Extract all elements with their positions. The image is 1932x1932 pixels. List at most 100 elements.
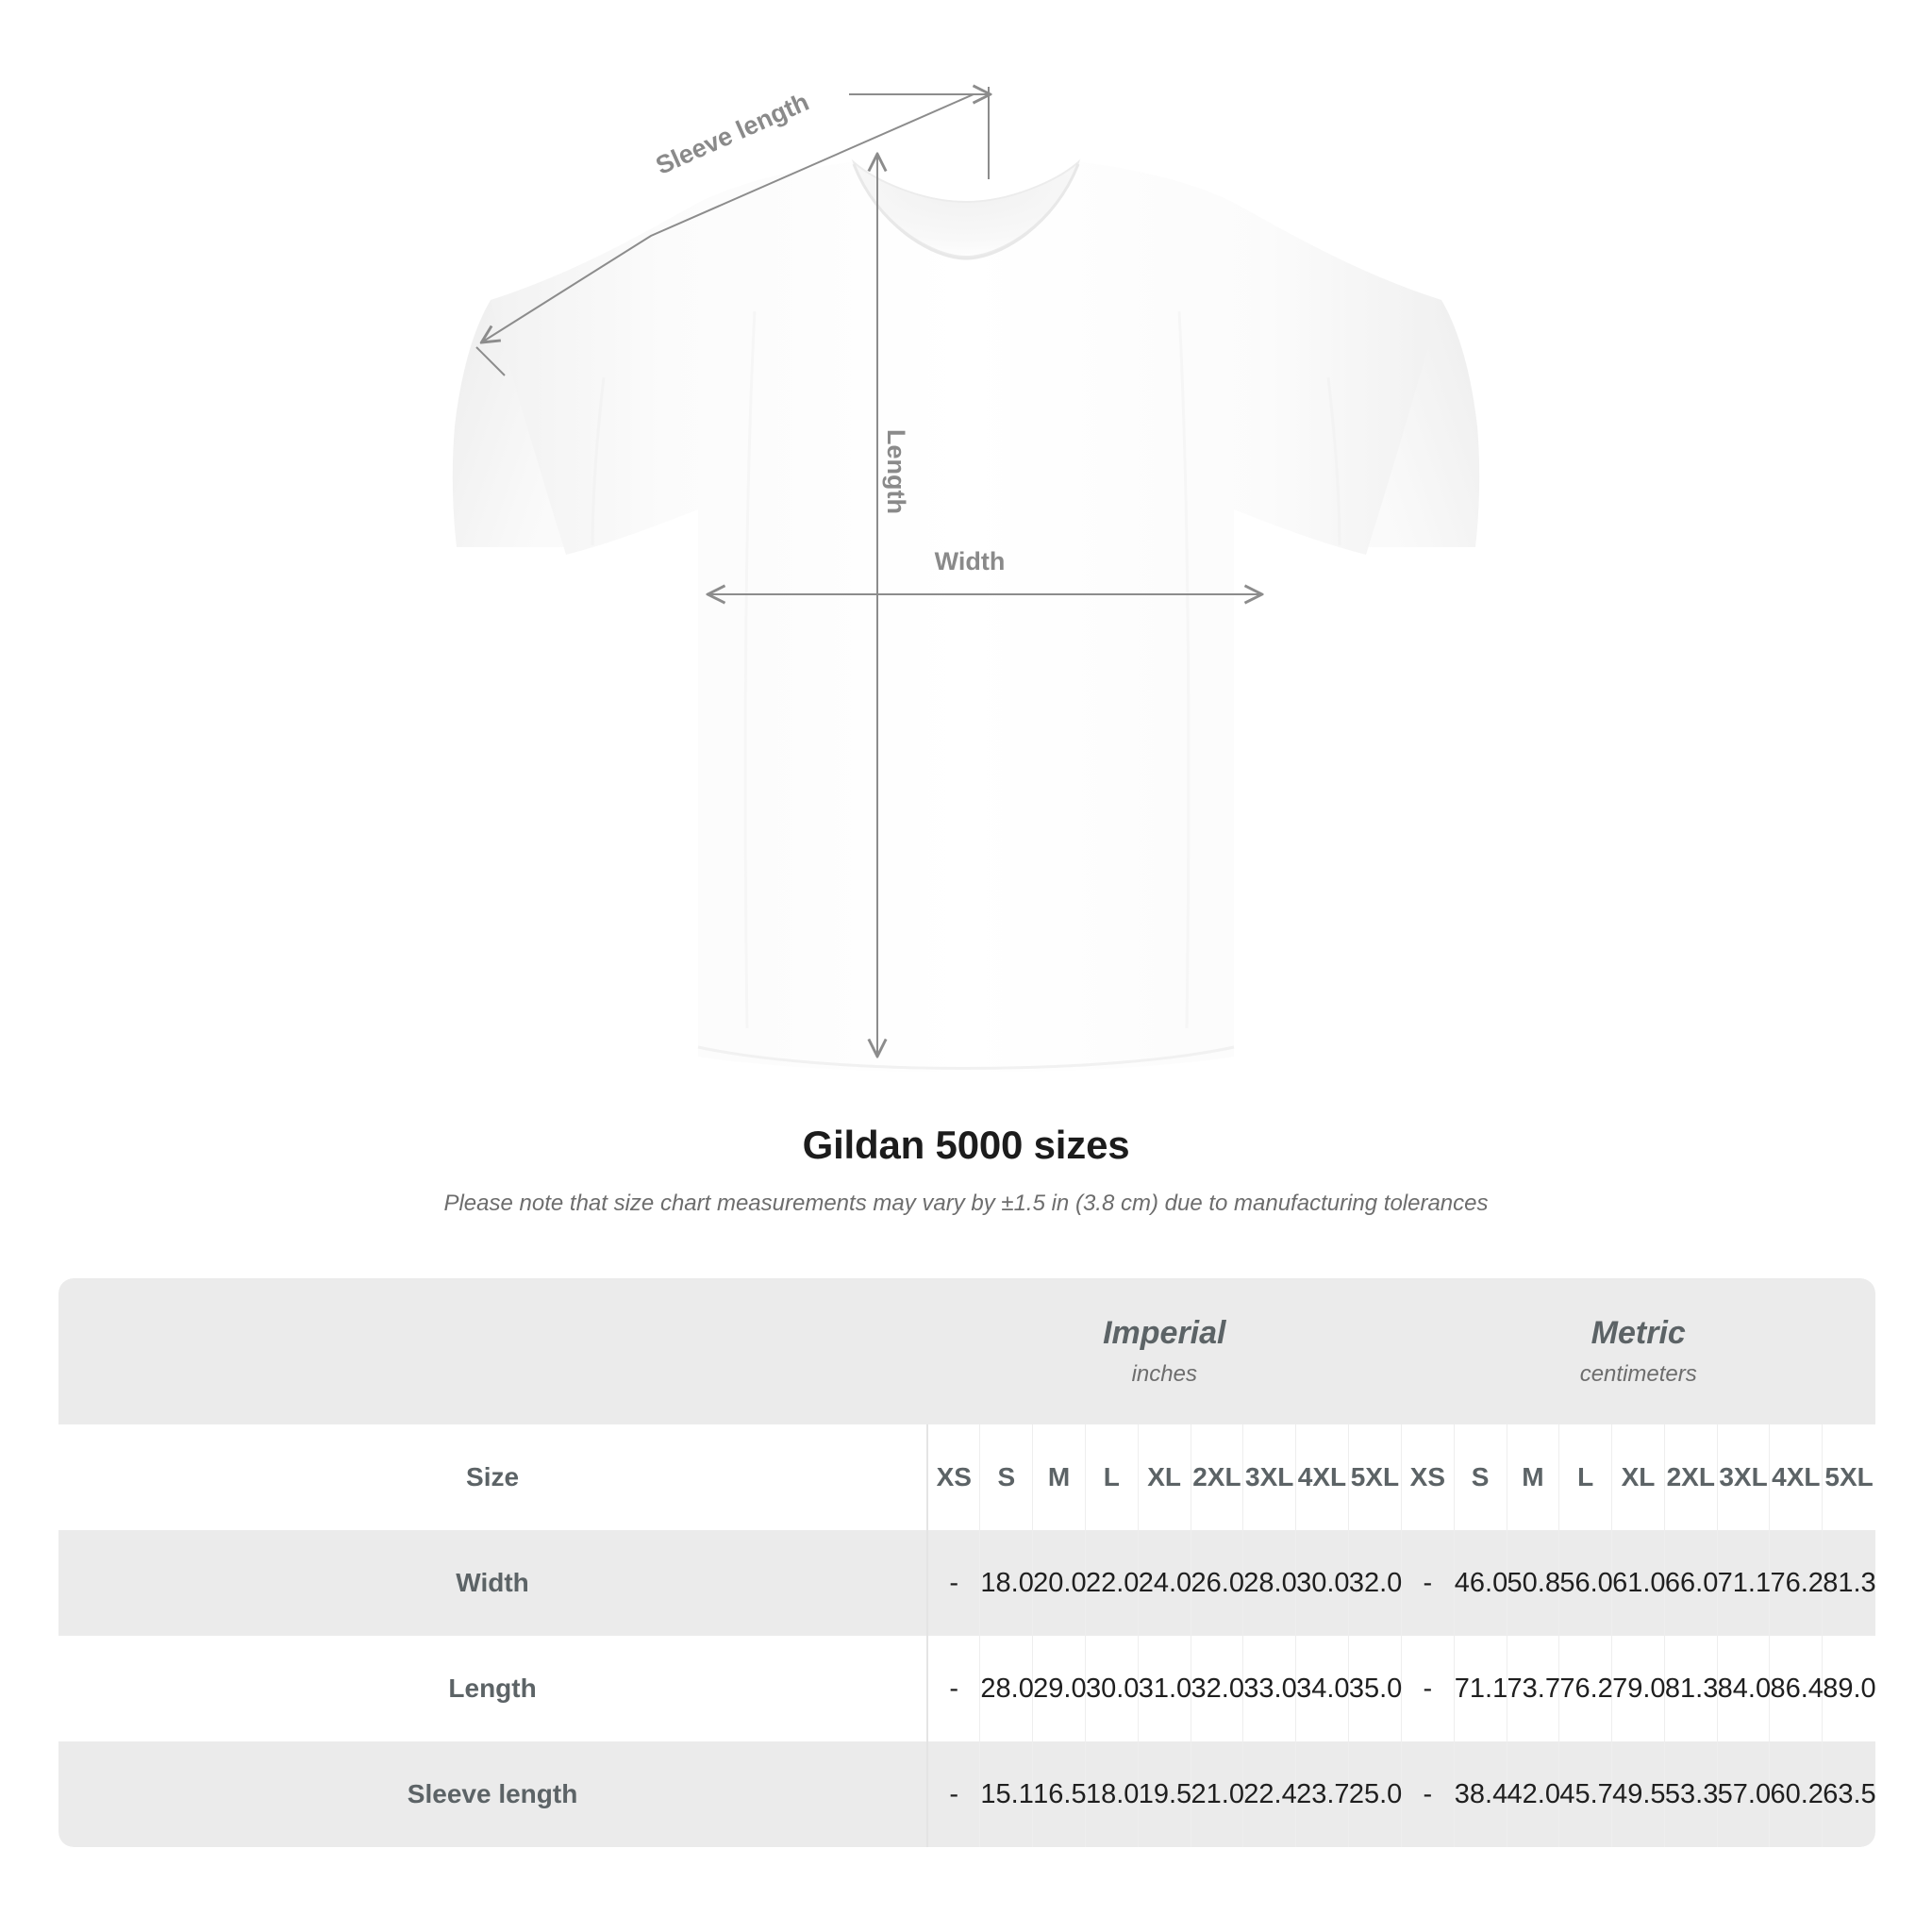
table-row: Width - 18.0 20.0 22.0 24.0 26.0 28.0 30…	[58, 1530, 1875, 1636]
cell-width-metric-3xl: 71.1	[1717, 1530, 1771, 1636]
sleeve-length-label: Sleeve length	[652, 88, 813, 180]
unit-group-metric: Metric centimeters	[1401, 1278, 1875, 1424]
size-header-imperial-3xl: 3XL	[1242, 1424, 1297, 1530]
cell-width-imperial-2xl: 26.0	[1191, 1530, 1244, 1636]
cell-sleeve-metric-2xl: 53.3	[1664, 1741, 1718, 1847]
cell-sleeve-imperial-2xl: 21.0	[1191, 1741, 1244, 1847]
size-header-imperial-5xl: 5XL	[1348, 1424, 1402, 1530]
cell-length-imperial-xs: -	[927, 1636, 981, 1741]
cell-length-imperial-m: 29.0	[1032, 1636, 1087, 1741]
size-header-metric-l: L	[1558, 1424, 1613, 1530]
cell-width-metric-xl: 61.0	[1611, 1530, 1666, 1636]
cell-sleeve-metric-xs: -	[1401, 1741, 1455, 1847]
cell-sleeve-metric-l: 45.7	[1558, 1741, 1613, 1847]
cell-width-metric-2xl: 66.0	[1664, 1530, 1718, 1636]
cell-sleeve-metric-m: 42.0	[1507, 1741, 1560, 1847]
page-title: Gildan 5000 sizes	[802, 1123, 1130, 1167]
length-label: Length	[882, 429, 910, 514]
cell-sleeve-imperial-5xl: 25.0	[1348, 1741, 1402, 1847]
cell-sleeve-imperial-m: 16.5	[1032, 1741, 1087, 1847]
tshirt-measurement-diagram: Sleeve length Length Width	[452, 0, 1480, 1073]
row-label-width: Width	[58, 1530, 929, 1636]
cell-width-imperial-s: 18.0	[979, 1530, 1034, 1636]
size-header-metric-5xl: 5XL	[1822, 1424, 1875, 1530]
cell-width-metric-5xl: 81.3	[1822, 1530, 1875, 1636]
cell-width-metric-l: 56.0	[1558, 1530, 1613, 1636]
size-header-metric-s: S	[1454, 1424, 1507, 1530]
cell-sleeve-imperial-l: 18.0	[1085, 1741, 1139, 1847]
cell-width-imperial-5xl: 32.0	[1348, 1530, 1402, 1636]
row-label-length: Length	[58, 1636, 929, 1741]
cell-sleeve-imperial-s: 15.1	[979, 1741, 1034, 1847]
cell-width-metric-4xl: 76.2	[1769, 1530, 1824, 1636]
size-header-imperial-m: M	[1032, 1424, 1086, 1530]
cell-length-metric-l: 76.2	[1558, 1636, 1613, 1741]
size-header-imperial-s: S	[979, 1424, 1034, 1530]
cell-length-imperial-2xl: 32.0	[1191, 1636, 1244, 1741]
row-label-sleeve-length: Sleeve length	[58, 1741, 929, 1847]
unit-sub-metric: centimeters	[1579, 1361, 1697, 1387]
cell-length-imperial-5xl: 35.0	[1348, 1636, 1402, 1741]
cell-length-imperial-xl: 31.0	[1138, 1636, 1191, 1741]
cell-width-metric-s: 46.0	[1454, 1530, 1507, 1636]
size-header-metric-m: M	[1507, 1424, 1560, 1530]
cell-width-imperial-l: 22.0	[1085, 1530, 1139, 1636]
size-chart-table: Imperial inches Metric centimeters Size …	[58, 1278, 1875, 1847]
tshirt-illustration	[452, 158, 1480, 1073]
unit-header-row: Imperial inches Metric centimeters	[58, 1278, 1875, 1424]
cell-sleeve-metric-xl: 49.5	[1611, 1741, 1666, 1847]
cell-sleeve-imperial-4xl: 23.7	[1295, 1741, 1350, 1847]
cell-sleeve-imperial-xl: 19.5	[1138, 1741, 1191, 1847]
cell-width-metric-m: 50.8	[1507, 1530, 1560, 1636]
cell-sleeve-metric-s: 38.4	[1454, 1741, 1507, 1847]
cell-length-metric-xs: -	[1401, 1636, 1455, 1741]
cell-width-imperial-xl: 24.0	[1138, 1530, 1191, 1636]
size-header-imperial-4xl: 4XL	[1295, 1424, 1349, 1530]
size-header-imperial-xs: XS	[927, 1424, 981, 1530]
cell-width-metric-xs: -	[1401, 1530, 1455, 1636]
cell-sleeve-imperial-3xl: 22.4	[1242, 1741, 1297, 1847]
cell-width-imperial-m: 20.0	[1032, 1530, 1087, 1636]
size-header-label: Size	[58, 1424, 929, 1530]
unit-sub-imperial: inches	[1131, 1361, 1197, 1387]
size-chart-table-container: Imperial inches Metric centimeters Size …	[58, 1278, 1875, 1847]
cell-width-imperial-xs: -	[927, 1530, 981, 1636]
tolerance-note: Please note that size chart measurements…	[443, 1191, 1489, 1217]
unit-name-imperial: Imperial	[1103, 1314, 1226, 1351]
cell-sleeve-metric-5xl: 63.5	[1822, 1741, 1875, 1847]
unit-name-metric: Metric	[1591, 1314, 1686, 1351]
cell-length-imperial-4xl: 34.0	[1295, 1636, 1350, 1741]
cell-length-metric-3xl: 84.0	[1717, 1636, 1771, 1741]
cell-length-metric-2xl: 81.3	[1664, 1636, 1718, 1741]
cell-length-metric-m: 73.7	[1507, 1636, 1560, 1741]
cell-sleeve-metric-3xl: 57.0	[1717, 1741, 1771, 1847]
cell-length-metric-5xl: 89.0	[1822, 1636, 1875, 1741]
size-header-metric-2xl: 2XL	[1664, 1424, 1718, 1530]
unit-group-imperial: Imperial inches	[927, 1278, 1402, 1424]
size-header-metric-3xl: 3XL	[1717, 1424, 1771, 1530]
size-header-imperial-l: L	[1085, 1424, 1139, 1530]
cell-sleeve-metric-4xl: 60.2	[1769, 1741, 1824, 1847]
title-block: Gildan 5000 sizes Please note that size …	[0, 1123, 1932, 1218]
size-header-row: Size XS S M L XL 2XL 3XL 4XL 5XL XS S M …	[58, 1424, 1875, 1530]
size-header-imperial-xl: XL	[1138, 1424, 1191, 1530]
cell-width-imperial-4xl: 30.0	[1295, 1530, 1350, 1636]
sleeve-length-measurement	[475, 87, 989, 376]
size-header-metric-4xl: 4XL	[1769, 1424, 1824, 1530]
cell-length-metric-xl: 79.0	[1611, 1636, 1666, 1741]
unit-row-corner	[58, 1278, 928, 1424]
size-header-imperial-2xl: 2XL	[1191, 1424, 1244, 1530]
table-row: Sleeve length - 15.1 16.5 18.0 19.5 21.0…	[58, 1741, 1875, 1847]
cell-length-metric-4xl: 86.4	[1769, 1636, 1824, 1741]
cell-width-imperial-3xl: 28.0	[1242, 1530, 1297, 1636]
width-label: Width	[935, 547, 1006, 575]
cell-length-imperial-3xl: 33.0	[1242, 1636, 1297, 1741]
table-row: Length - 28.0 29.0 30.0 31.0 32.0 33.0 3…	[58, 1636, 1875, 1741]
cell-length-imperial-s: 28.0	[979, 1636, 1034, 1741]
size-header-metric-xl: XL	[1611, 1424, 1665, 1530]
cell-length-imperial-l: 30.0	[1085, 1636, 1139, 1741]
cell-length-metric-s: 71.1	[1454, 1636, 1507, 1741]
size-header-metric-xs: XS	[1401, 1424, 1455, 1530]
cell-sleeve-imperial-xs: -	[927, 1741, 981, 1847]
